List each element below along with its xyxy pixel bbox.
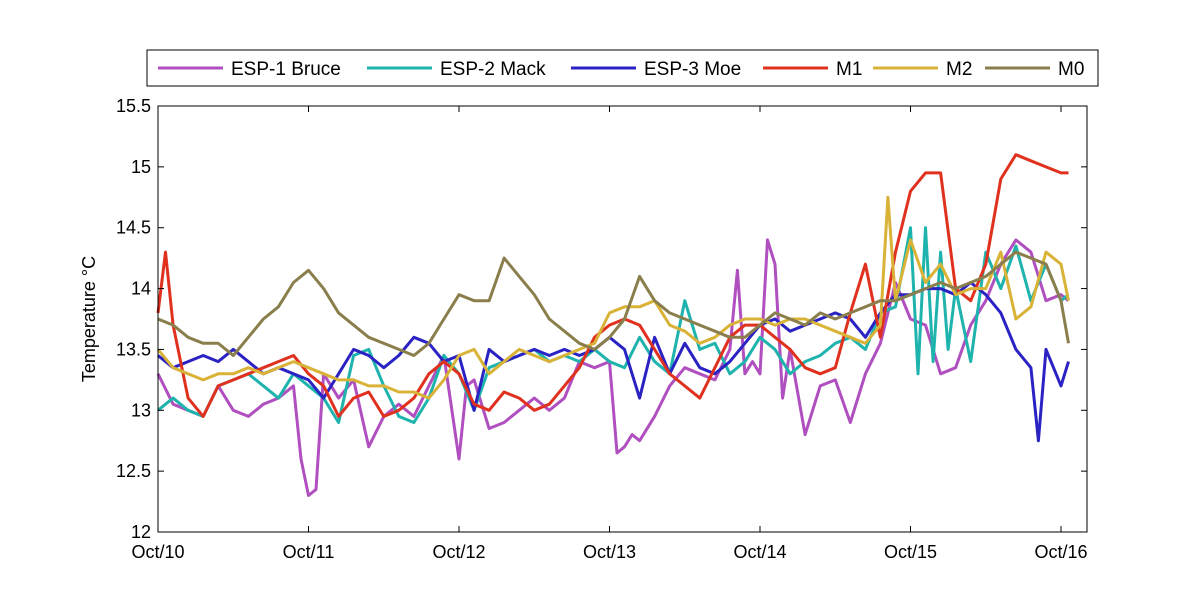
y-tick-label: 15.5 (116, 96, 151, 116)
legend-label: M1 (836, 59, 862, 80)
y-axis-label: Temperature °C (79, 256, 99, 382)
legend-label: ESP-1 Bruce (231, 59, 341, 80)
legend-label: M2 (946, 59, 972, 80)
x-tick-label: Oct/15 (884, 542, 937, 562)
x-tick-label: Oct/16 (1034, 542, 1087, 562)
x-tick-label: Oct/10 (131, 542, 184, 562)
y-tick-label: 13 (131, 400, 151, 420)
legend-label: M0 (1058, 59, 1084, 80)
legend-label: ESP-2 Mack (440, 59, 546, 80)
x-tick-label: Oct/13 (583, 542, 636, 562)
series-line-m0 (157, 250, 1070, 357)
legend-label: ESP-3 Moe (644, 59, 741, 80)
series-line-esp-3-moe (157, 281, 1070, 443)
x-tick-label: Oct/11 (283, 542, 335, 562)
y-tick-label: 14 (131, 279, 151, 299)
series-line-m2 (156, 195, 1070, 400)
y-tick-label: 13.5 (116, 339, 151, 359)
x-axis: Oct/10 Oct/11 Oct/12 Oct/13 Oct/14 Oct/15 Oct/… (131, 106, 1088, 562)
series-line-m1 (156, 153, 1069, 418)
plot-area-frame (157, 105, 1088, 533)
y-tick-label: 15 (131, 157, 151, 177)
y-axis: 12 12.5 13 13.5 14 14.5 15 15.5 (116, 96, 1087, 542)
y-tick-label: 14.5 (116, 218, 151, 238)
y-tick-label: 12.5 (116, 461, 151, 481)
legend: ESP-1 Bruce ESP-2 Mack ESP-3 Moe M1 M2 M0 (146, 49, 1099, 87)
series-lines (156, 153, 1070, 497)
y-tick-label: 12 (131, 522, 151, 542)
x-tick-label: Oct/12 (432, 542, 485, 562)
x-tick-label: Oct/14 (733, 542, 786, 562)
